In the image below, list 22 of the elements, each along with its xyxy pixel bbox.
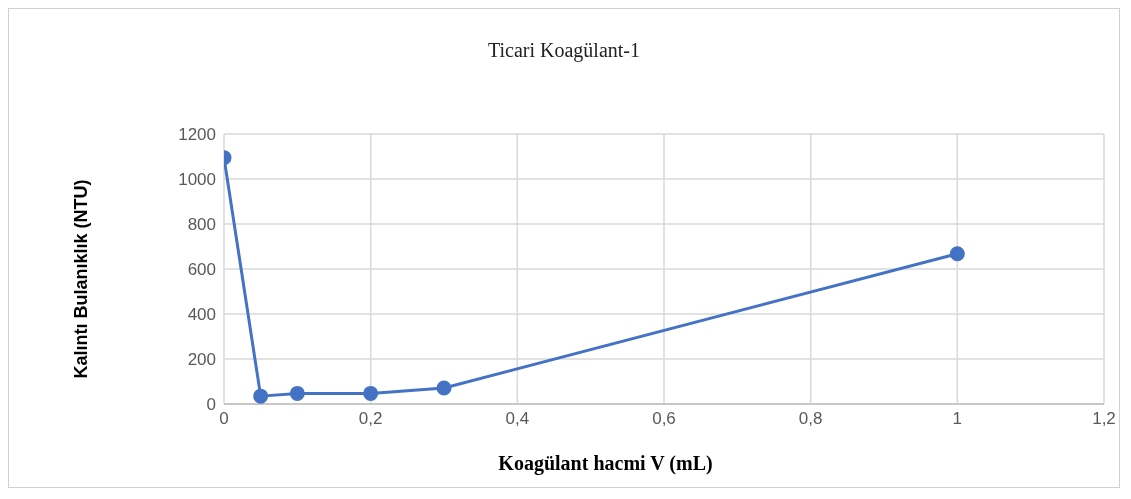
y-tick-label: 400 <box>187 305 216 325</box>
y-tick-label: 0 <box>206 395 216 415</box>
x-axis-title: Koagülant hacmi V (mL) <box>497 452 714 475</box>
point <box>363 385 379 401</box>
y-tick-label: 800 <box>187 215 216 235</box>
x-tick-label: 0,2 <box>358 409 383 429</box>
y-tick-label: 1000 <box>178 170 216 190</box>
x-tick-label: 1,2 <box>1092 409 1116 429</box>
y-tick-label: 1200 <box>178 125 216 145</box>
y-tick-label: 200 <box>187 350 216 370</box>
x-tick-label: 0,6 <box>652 409 676 429</box>
x-tick-label: 0,4 <box>505 409 530 429</box>
chart-title: Ticari Koagülant-1 <box>487 39 641 62</box>
y-axis-title: Kalıntı Bulanıklık (NTU) <box>70 179 92 379</box>
x-tick-label: 0,8 <box>798 409 823 429</box>
point <box>289 385 305 401</box>
point <box>253 388 269 404</box>
point <box>949 246 965 262</box>
x-tick-label: 1 <box>952 409 963 429</box>
x-tick-label: 0 <box>219 409 229 429</box>
y-tick-label: 600 <box>187 260 216 280</box>
point <box>436 380 452 396</box>
